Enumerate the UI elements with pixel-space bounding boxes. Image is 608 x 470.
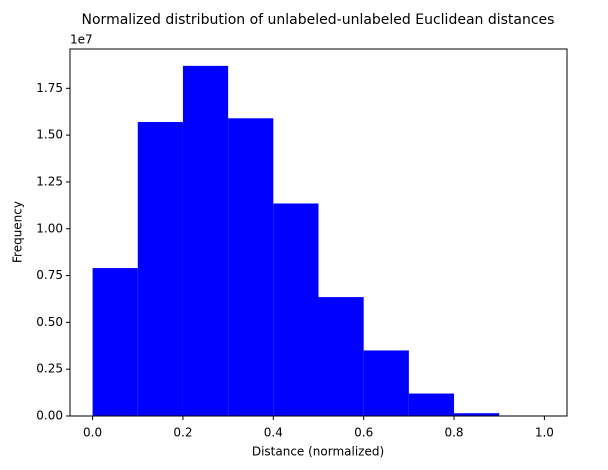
y-tick-label: 0.75	[36, 268, 63, 282]
y-tick-label: 1.75	[36, 81, 63, 95]
chart-title: Normalized distribution of unlabeled-unl…	[82, 12, 555, 28]
axes-frame	[69, 48, 568, 417]
bar	[92, 268, 138, 416]
bar	[318, 297, 364, 416]
bar	[363, 350, 409, 416]
y-tick-label: 1.25	[36, 174, 63, 188]
x-tick-label: 0.2	[173, 426, 192, 440]
bar	[454, 413, 500, 416]
x-tick-label: 1.0	[535, 426, 554, 440]
y-offset-label: 1e7	[70, 33, 93, 47]
x-tick-label: 0.4	[264, 426, 283, 440]
bar	[137, 122, 183, 416]
bar	[408, 393, 455, 416]
x-tick-label: 0.0	[83, 426, 102, 440]
y-tick-label: 0.50	[36, 315, 63, 329]
bar	[273, 203, 319, 416]
x-axis-label: Distance (normalized)	[252, 445, 384, 459]
y-tick-label: 0.25	[36, 362, 63, 376]
y-tick-label: 1.50	[36, 128, 63, 142]
bar	[228, 118, 274, 416]
x-tick-label: 0.8	[444, 426, 463, 440]
y-tick-label: 1.00	[36, 221, 63, 235]
bar	[182, 65, 229, 416]
y-tick-label: 0.00	[36, 409, 63, 423]
y-axis-label: Frequency	[11, 201, 25, 263]
x-tick-label: 0.6	[354, 426, 373, 440]
